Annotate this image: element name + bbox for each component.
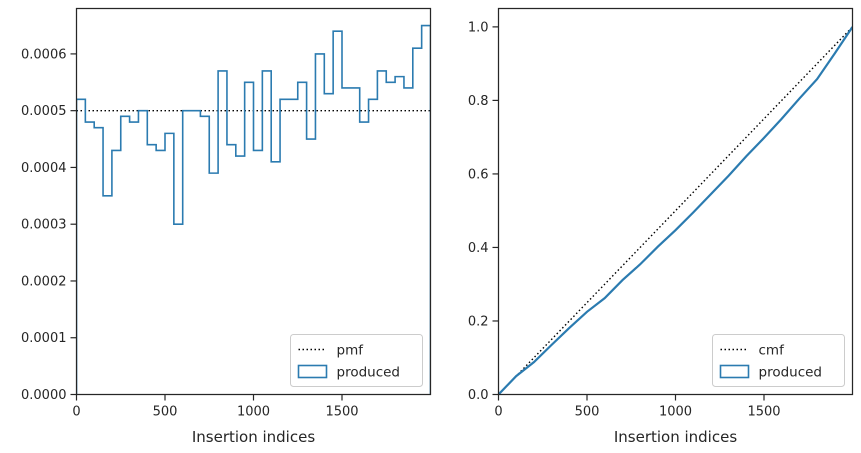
y-tick-label: 0.0003 xyxy=(21,218,67,233)
y-tick-label: 0.2 xyxy=(468,314,489,329)
legend-produced-swatch xyxy=(719,364,750,379)
y-tick-label: 0.0001 xyxy=(21,331,67,346)
x-tick-label: 0 xyxy=(72,405,80,420)
legend-reference-label: pmf xyxy=(337,343,365,359)
y-tick-label: 0.4 xyxy=(468,241,489,256)
x-axis-label: Insertion indices xyxy=(614,428,737,446)
y-tick-label: 0.0000 xyxy=(21,388,67,403)
y-tick-label: 0.0004 xyxy=(21,161,67,176)
legend-produced-swatch xyxy=(297,364,328,379)
plot-area xyxy=(498,26,853,395)
legend-produced-label: produced xyxy=(759,365,823,381)
y-tick-label: 0.0005 xyxy=(21,104,67,119)
y-tick-label: 0.8 xyxy=(468,94,489,109)
x-tick-label: 1000 xyxy=(237,405,270,420)
y-tick-label: 0.6 xyxy=(468,167,489,182)
legend: cmf produced xyxy=(712,334,845,387)
x-tick-label: 500 xyxy=(153,405,178,420)
produced-cumulative-line xyxy=(498,26,853,395)
plot-area xyxy=(76,24,431,395)
y-tick-label: 0.0002 xyxy=(21,274,67,289)
legend: pmf produced xyxy=(290,334,423,387)
y-tick-label: 0.0 xyxy=(468,388,489,403)
x-tick-label: 500 xyxy=(575,405,600,420)
y-tick-label: 1.0 xyxy=(468,20,489,35)
produced-histogram-step xyxy=(76,24,431,395)
cmf-reference-line xyxy=(498,26,853,395)
legend-box xyxy=(712,334,845,387)
legend-box xyxy=(290,334,423,387)
x-tick-label: 1500 xyxy=(747,405,780,420)
x-tick-label: 1000 xyxy=(659,405,692,420)
legend-produced-label: produced xyxy=(337,365,401,381)
legend-reference-label: cmf xyxy=(759,343,786,359)
pmf-histogram-chart: 0 500 1000 1500 0.0000 0.0001 0.0002 0.0003 0.00… xyxy=(21,7,432,446)
x-axis-label: Insertion indices xyxy=(192,428,315,446)
y-tick-label: 0.0006 xyxy=(21,47,67,62)
cmf-cumulative-chart: 0 500 1000 1500 0.0 0.2 0.4 0.6 0.8 1.0 Insertion … xyxy=(468,7,854,446)
x-tick-label: 1500 xyxy=(325,405,358,420)
x-tick-label: 0 xyxy=(494,405,502,420)
